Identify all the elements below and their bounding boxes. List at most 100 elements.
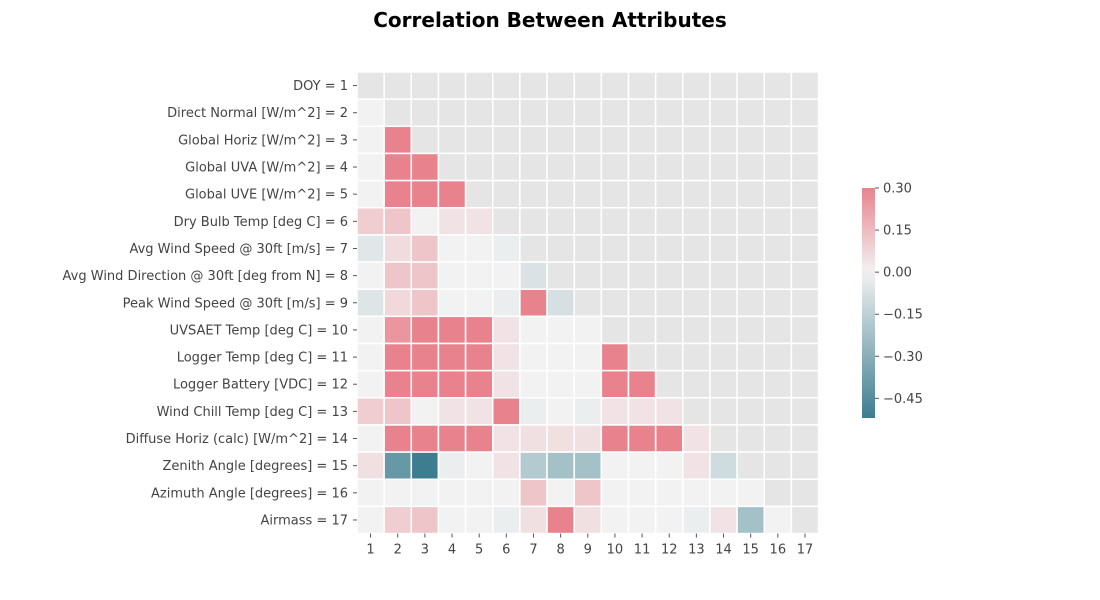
masked-cell [600, 288, 630, 318]
heatmap-cell [383, 369, 413, 399]
heatmap-cell [519, 505, 548, 535]
heatmap-cell [763, 505, 793, 535]
masked-cell [627, 207, 657, 236]
heatmap-cell [709, 451, 738, 481]
heatmap-cell [383, 451, 413, 481]
heatmap-cell [464, 451, 494, 481]
masked-cell [437, 71, 467, 100]
masked-cell [709, 152, 738, 182]
heatmap-cell [573, 478, 603, 508]
masked-cell [573, 261, 603, 290]
masked-cell [682, 369, 711, 399]
heatmap-cell [546, 397, 575, 426]
masked-cell [736, 424, 765, 453]
masked-cell [654, 261, 684, 290]
heatmap-cell [410, 397, 440, 426]
heatmap-cell [627, 505, 657, 535]
masked-cell [763, 261, 793, 290]
heatmap-cell [383, 152, 413, 182]
heatmap-cell [654, 424, 684, 453]
masked-cell [600, 234, 630, 263]
heatmap-cell [410, 505, 440, 535]
y-tick-label: Airmass = 17 [261, 513, 349, 528]
heatmap-cell [410, 424, 440, 453]
masked-cell [492, 71, 521, 100]
heatmap-cell [464, 505, 494, 535]
heatmap-cell [356, 369, 385, 399]
heatmap-cell [519, 478, 548, 508]
x-tick-label: 1 [366, 543, 374, 558]
masked-cell [654, 179, 684, 209]
heatmap-cell [519, 315, 548, 345]
masked-cell [790, 207, 820, 236]
heatmap-cell [573, 397, 603, 426]
heatmap-cell [356, 342, 385, 372]
heatmap-cell [464, 424, 494, 453]
masked-cell [492, 207, 521, 236]
heatmap-cell [383, 505, 413, 535]
heatmap-cell [383, 234, 413, 263]
heatmap-cell [600, 505, 630, 535]
heatmap-cell [492, 369, 521, 399]
heatmap-cell [383, 315, 413, 345]
heatmap-cell [410, 369, 440, 399]
masked-cell [763, 179, 793, 209]
masked-cell [709, 342, 738, 372]
heatmap-cell [519, 288, 548, 318]
masked-cell [763, 71, 793, 100]
heatmap-cell [600, 397, 630, 426]
masked-cell [464, 71, 494, 100]
masked-cell [573, 207, 603, 236]
heatmap-cell [492, 451, 521, 481]
y-tick-label: Direct Normal [W/m^2] = 2 [167, 106, 348, 121]
masked-cell [682, 98, 711, 128]
heatmap-cell [410, 342, 440, 372]
heatmap-cell [682, 451, 711, 481]
heatmap-cell [464, 478, 494, 508]
masked-cell [736, 71, 765, 100]
masked-cell [763, 369, 793, 399]
heatmap-cell [356, 315, 385, 345]
y-tick-label: Avg Wind Speed @ 30ft [m/s] = 7 [129, 242, 348, 257]
x-tick-label: 11 [634, 543, 651, 558]
masked-cell [790, 98, 820, 128]
masked-cell [546, 152, 575, 182]
y-tick-label: Azimuth Angle [degrees] = 16 [151, 486, 348, 501]
heatmap-cell [600, 342, 630, 372]
masked-cell [464, 179, 494, 209]
masked-cell [763, 451, 793, 481]
heatmap-cell [654, 505, 684, 535]
masked-cell [682, 342, 711, 372]
masked-cell [410, 125, 440, 155]
colorbar-tick-label: −0.45 [883, 392, 923, 407]
heatmap-cell [383, 288, 413, 318]
masked-cell [546, 71, 575, 100]
heatmap-cell [437, 505, 467, 535]
heatmap-cell [383, 207, 413, 236]
masked-cell [790, 261, 820, 290]
masked-cell [492, 152, 521, 182]
heatmap-cell [464, 342, 494, 372]
masked-cell [600, 71, 630, 100]
heatmap-cell [492, 234, 521, 263]
masked-cell [790, 125, 820, 155]
heatmap-cell [383, 478, 413, 508]
heatmap-cell [492, 424, 521, 453]
colorbar-tick-label: 0.30 [883, 182, 912, 197]
heatmap-cell [437, 234, 467, 263]
heatmap-cell [519, 342, 548, 372]
masked-cell [627, 234, 657, 263]
heatmap-cell [410, 152, 440, 182]
heatmap-cell [383, 125, 413, 155]
heatmap-cell [410, 261, 440, 290]
x-tick-label: 3 [421, 543, 429, 558]
masked-cell [736, 315, 765, 345]
colorbar-tick-label: −0.30 [883, 350, 923, 365]
heatmap-cell [383, 424, 413, 453]
heatmap-cell [627, 478, 657, 508]
masked-cell [654, 152, 684, 182]
x-tick-label: 5 [475, 543, 483, 558]
masked-cell [464, 98, 494, 128]
heatmap-cell [464, 397, 494, 426]
masked-cell [546, 98, 575, 128]
